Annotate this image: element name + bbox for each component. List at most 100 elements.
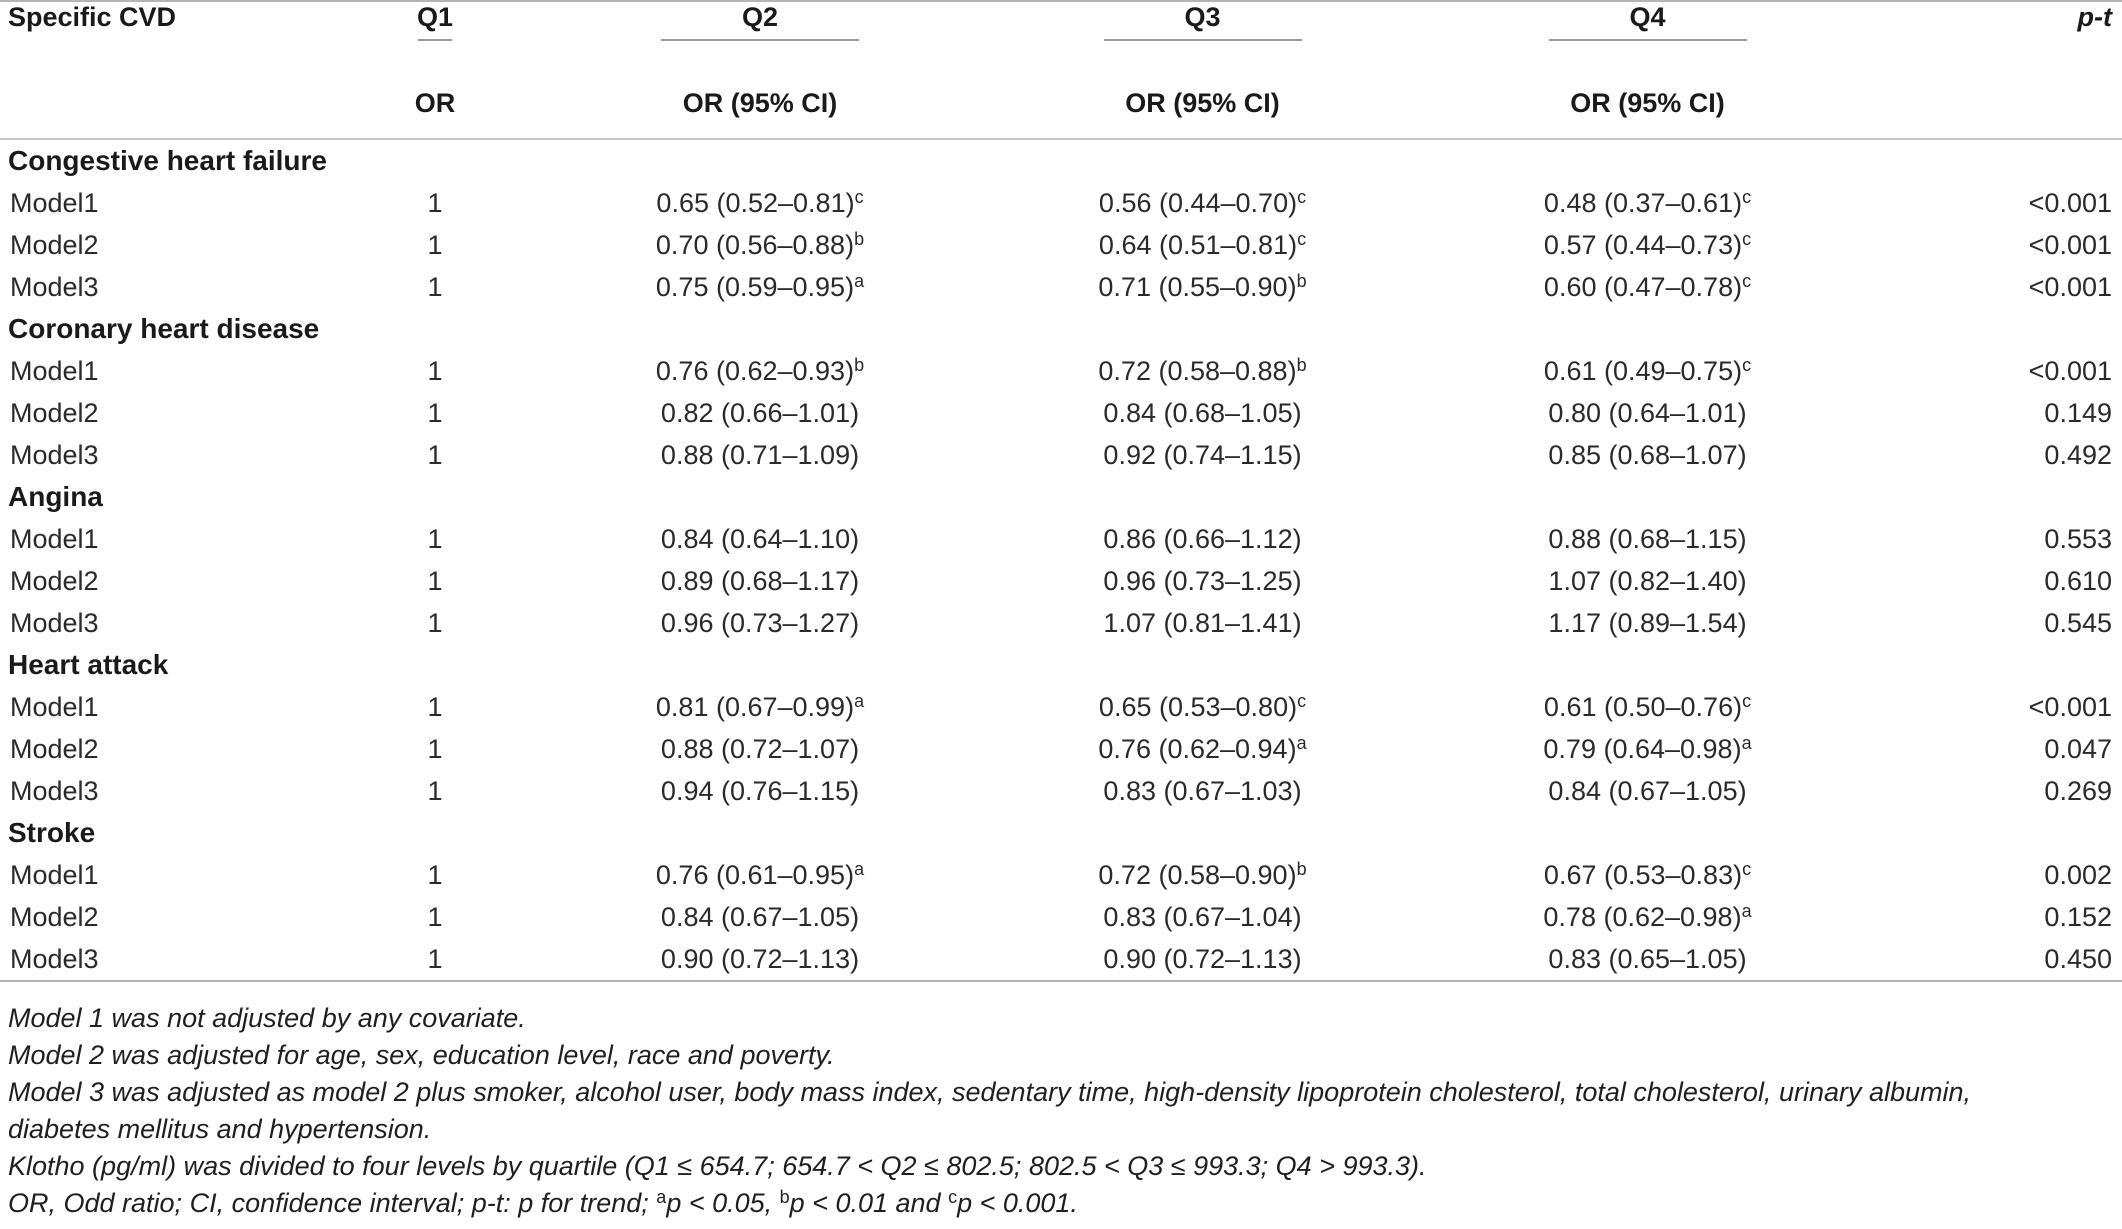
q1-cell: 1: [427, 523, 443, 554]
table-row: Model2 1 0.70 (0.56–0.88)b 0.64 (0.51–0.81)…: [0, 224, 2122, 266]
q4-cell-value: 0.57 (0.44–0.73): [1543, 229, 1743, 260]
note-model2: Model 2 was adjusted for age, sex, educa…: [8, 1040, 835, 1070]
header-row-1: Specific CVD Q1 Q2 Q3 Q4 p-t: [0, 2, 2122, 68]
table-row: Model3 1 0.96 (0.73–1.27) 1.07 (0.81–1.41) 1…: [0, 602, 2122, 644]
col-header-specific-cvd: Specific CVD: [8, 2, 177, 32]
table-row: Model1 1 0.76 (0.62–0.93)b 0.72 (0.58–0.88)…: [0, 350, 2122, 392]
q4-cell-value: 0.79 (0.64–0.98): [1543, 733, 1742, 764]
q2-underline: [661, 39, 859, 41]
q4-cell: 0.79 (0.64–0.98)a: [1425, 728, 1870, 770]
q1-cell: 1: [427, 187, 443, 218]
q2-cell: 0.76 (0.61–0.95)a: [540, 854, 980, 896]
p-trend-cell: 0.545: [2044, 607, 2112, 638]
model-cell: Model2: [10, 901, 99, 932]
q4-cell-significance: c: [1742, 690, 1752, 711]
q2-sub-header: OR (95% CI): [682, 87, 838, 118]
model-cell: Model1: [10, 187, 99, 218]
q3-cell-significance: b: [1296, 354, 1307, 375]
q3-cell-significance: c: [1297, 690, 1307, 711]
table-row: Model3 1 0.75 (0.59–0.95)a 0.71 (0.55–0.90)…: [0, 266, 2122, 308]
q3-label: Q3: [1184, 2, 1221, 32]
note-sup-b: b: [779, 1187, 790, 1207]
q2-cell: 0.81 (0.67–0.99)a: [540, 686, 980, 728]
q4-cell-value: 0.78 (0.62–0.98): [1543, 901, 1742, 932]
q3-cell: 0.96 (0.73–1.25): [1103, 565, 1302, 596]
q4-cell: 1.17 (0.89–1.54): [1548, 607, 1747, 638]
q2-cell-significance: a: [854, 858, 865, 879]
q1-cell: 1: [427, 397, 443, 428]
table-row: Model1 1 0.81 (0.67–0.99)a 0.65 (0.53–0.80)…: [0, 686, 2122, 728]
q1-cell: 1: [427, 901, 443, 932]
q4-cell: 0.61 (0.50–0.76)c: [1425, 686, 1870, 728]
q1-sub-header: OR: [414, 87, 456, 118]
p-trend-cell: 0.149: [2044, 397, 2112, 428]
q2-cell: 0.88 (0.72–1.07): [660, 733, 860, 764]
q2-cell: 0.75 (0.59–0.95)a: [540, 266, 980, 308]
table-row: Model3 1 0.88 (0.71–1.09) 0.92 (0.74–1.15) 0…: [0, 434, 2122, 476]
q4-cell: 0.61 (0.49–0.75)c: [1425, 350, 1870, 392]
q1-cell: 1: [427, 439, 443, 470]
group-name: Stroke: [8, 817, 96, 848]
model-cell: Model2: [10, 229, 99, 260]
q2-cell-significance: c: [854, 186, 864, 207]
p-trend-cell: 0.269: [2044, 775, 2112, 806]
q3-cell: 0.56 (0.44–0.70)c: [980, 182, 1425, 224]
q2-cell-value: 0.75 (0.59–0.95): [655, 271, 855, 302]
p-trend-cell: 0.047: [2044, 733, 2112, 764]
q2-cell: 0.76 (0.62–0.93)b: [540, 350, 980, 392]
q4-cell: 0.78 (0.62–0.98)a: [1425, 896, 1870, 938]
group-name: Angina: [8, 481, 103, 512]
q3-cell-value: 0.64 (0.51–0.81): [1098, 229, 1298, 260]
q3-cell-value: 0.72 (0.58–0.88): [1098, 355, 1297, 386]
model-cell: Model3: [10, 439, 99, 470]
q4-cell: 0.67 (0.53–0.83)c: [1425, 854, 1870, 896]
model-cell: Model3: [10, 607, 99, 638]
q1-label: Q1: [416, 2, 454, 32]
model-cell: Model2: [10, 733, 99, 764]
table-row: Model2 1 0.89 (0.68–1.17) 0.96 (0.73–1.25) 1…: [0, 560, 2122, 602]
q3-cell-significance: c: [1297, 186, 1307, 207]
q4-cell: 0.85 (0.68–1.07): [1548, 439, 1747, 470]
q2-cell-value: 0.81 (0.67–0.99): [655, 691, 855, 722]
model-cell: Model1: [10, 355, 99, 386]
q3-cell: 0.83 (0.67–1.04): [1103, 901, 1302, 932]
q4-sub-header: OR (95% CI): [1570, 87, 1725, 118]
q1-underline: [418, 39, 452, 41]
table-notes: Model 1 was not adjusted by any covariat…: [8, 1000, 2118, 1222]
group-name: Coronary heart disease: [8, 313, 320, 344]
q1-cell: 1: [427, 565, 443, 596]
q2-cell-value: 0.76 (0.61–0.95): [655, 859, 855, 890]
q4-cell: 0.80 (0.64–1.01): [1548, 397, 1747, 428]
q4-cell: 0.84 (0.67–1.05): [1548, 775, 1747, 806]
q4-cell: 0.88 (0.68–1.15): [1548, 523, 1747, 554]
q1-cell: 1: [427, 859, 443, 890]
p-trend-cell: 0.002: [2044, 859, 2112, 890]
table-row: Model1 1 0.76 (0.61–0.95)a 0.72 (0.58–0.90)…: [0, 854, 2122, 896]
q4-cell-value: 0.61 (0.49–0.75): [1543, 355, 1743, 386]
q3-cell: 0.84 (0.68–1.05): [1103, 397, 1302, 428]
q4-cell-value: 0.67 (0.53–0.83): [1543, 859, 1743, 890]
q4-cell-value: 0.60 (0.47–0.78): [1543, 271, 1743, 302]
table-row: Model1 1 0.65 (0.52–0.81)c 0.56 (0.44–0.70)…: [0, 182, 2122, 224]
q1-cell: 1: [427, 733, 443, 764]
q2-cell-significance: a: [854, 690, 865, 711]
p-trend-cell: 0.152: [2044, 901, 2112, 932]
q3-cell-value: 0.56 (0.44–0.70): [1098, 187, 1298, 218]
q3-cell: 0.83 (0.67–1.03): [1103, 775, 1302, 806]
q2-cell-value: 0.70 (0.56–0.88): [655, 229, 855, 260]
header-blank-pt: [1870, 68, 2122, 139]
q2-cell: 0.88 (0.71–1.09): [660, 439, 860, 470]
q3-cell: 0.64 (0.51–0.81)c: [980, 224, 1425, 266]
note-p001: p < 0.01 and: [789, 1188, 949, 1218]
q4-underline: [1548, 39, 1747, 41]
note-sup-a: a: [656, 1187, 667, 1207]
table-row: Model3 1 0.90 (0.72–1.13) 0.90 (0.72–1.13) 0…: [0, 938, 2122, 981]
q3-cell: 0.72 (0.58–0.90)b: [980, 854, 1425, 896]
model-cell: Model2: [10, 397, 99, 428]
q4-cell-significance: c: [1742, 270, 1752, 291]
q3-cell-value: 0.72 (0.58–0.90): [1098, 859, 1297, 890]
q2-cell-significance: b: [854, 228, 865, 249]
q2-cell-value: 0.76 (0.62–0.93): [655, 355, 855, 386]
q3-cell: 0.71 (0.55–0.90)b: [980, 266, 1425, 308]
